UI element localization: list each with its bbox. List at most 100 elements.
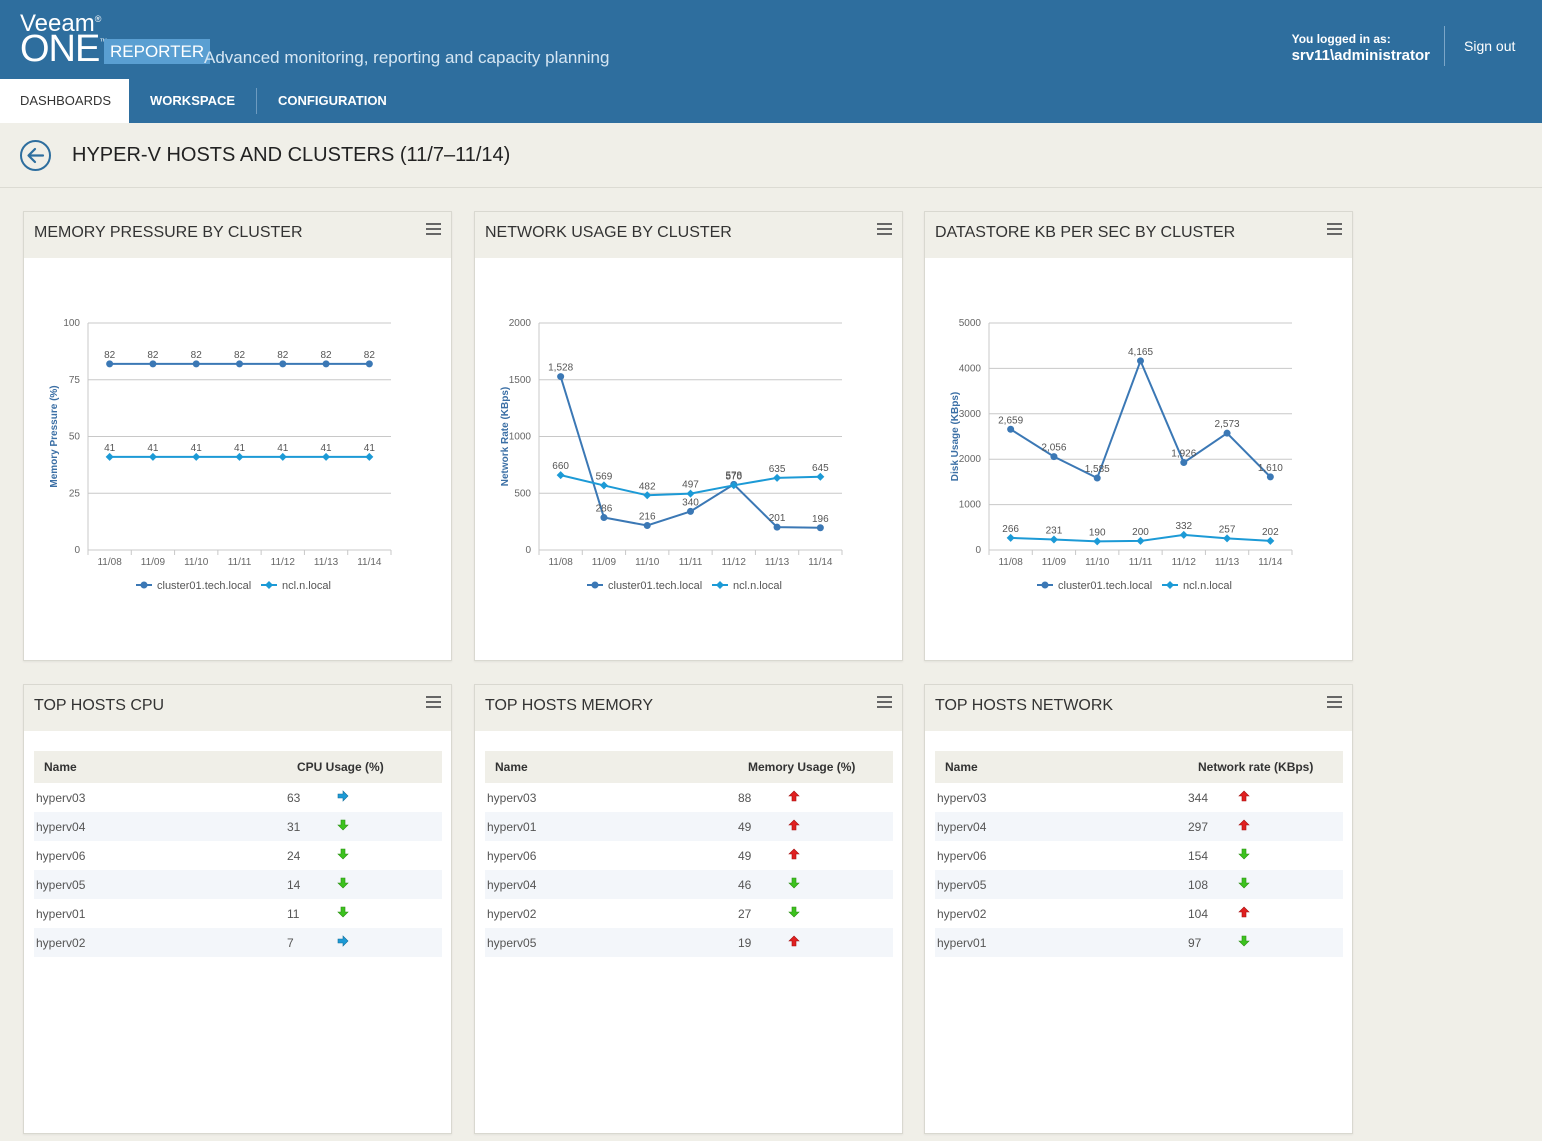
top-hosts-network-table: Name Network rate (KBps) hyperv03 344 hyperv… xyxy=(935,751,1343,957)
legend-label: ncl.n.local xyxy=(1183,580,1232,592)
x-tick-label: 11/09 xyxy=(592,557,617,568)
datastore-panel: DATASTORE KB PER SEC BY CLUSTER 0 1000 200… xyxy=(924,211,1353,661)
data-point xyxy=(1049,535,1058,544)
y-tick-label: 500 xyxy=(514,488,531,499)
trend-indicator xyxy=(788,928,893,957)
hamburger-menu-icon[interactable] xyxy=(426,696,441,708)
table-row[interactable]: hyperv05 108 xyxy=(935,870,1343,899)
data-label: 82 xyxy=(191,350,203,361)
data-point xyxy=(643,521,651,529)
data-label: 41 xyxy=(147,443,159,454)
data-point xyxy=(1266,473,1274,481)
table-row[interactable]: hyperv02 7 xyxy=(34,928,442,957)
host-name: hyperv02 xyxy=(487,906,537,921)
hamburger-menu-icon[interactable] xyxy=(1327,223,1342,235)
host-name: hyperv01 xyxy=(485,812,738,841)
memory-pressure-chart: 0 25 50 75 100 11/08 11/09 11/10 11/11 11/12 11/13… xyxy=(49,318,392,592)
y-tick-label: 100 xyxy=(63,318,80,329)
y-tick-label: 4000 xyxy=(959,363,982,374)
y-tick-label: 0 xyxy=(975,545,981,556)
x-tick-label: 11/14 xyxy=(808,557,833,568)
data-label: 82 xyxy=(277,350,289,361)
table-row[interactable]: hyperv01 97 xyxy=(935,928,1343,957)
column-header-name: Name xyxy=(485,751,738,783)
host-name: hyperv03 xyxy=(36,790,86,805)
hamburger-menu-icon[interactable] xyxy=(1327,696,1342,708)
table-row[interactable]: hyperv06 154 xyxy=(935,841,1343,870)
data-label: 1,610 xyxy=(1258,463,1283,474)
table-row[interactable]: hyperv03 88 xyxy=(485,783,893,812)
table-row[interactable]: hyperv04 46 xyxy=(485,870,893,899)
trend-down-arrow-icon xyxy=(1238,877,1250,889)
host-value: 49 xyxy=(738,812,788,841)
legend-label: cluster01.tech.local xyxy=(1058,580,1152,592)
sign-out-link[interactable]: Sign out xyxy=(1464,38,1516,54)
back-button[interactable] xyxy=(20,140,51,171)
table-row[interactable]: hyperv01 49 xyxy=(485,812,893,841)
tab-dashboards[interactable]: DASHBOARDS xyxy=(0,79,130,123)
y-tick-label: 3000 xyxy=(959,409,982,420)
data-label: 82 xyxy=(147,350,159,361)
host-name: hyperv04 xyxy=(935,812,1188,841)
host-value: 11 xyxy=(287,906,300,921)
host-value: 88 xyxy=(738,790,752,805)
data-label: 82 xyxy=(104,350,116,361)
data-point xyxy=(192,452,201,461)
data-point xyxy=(322,360,330,368)
table-row[interactable]: hyperv05 14 xyxy=(34,870,442,899)
table-row[interactable]: hyperv02 104 xyxy=(935,899,1343,928)
host-value: 104 xyxy=(1188,906,1209,921)
data-label: 1,926 xyxy=(1171,449,1196,460)
legend-label: ncl.n.local xyxy=(282,580,331,592)
table-row[interactable]: hyperv03 344 xyxy=(935,783,1343,812)
x-tick-label: 11/08 xyxy=(97,557,122,568)
top-hosts-memory-panel: TOP HOSTS MEMORY Name Memory Usage (%) hyp… xyxy=(474,684,903,1134)
trend-indicator xyxy=(337,899,442,928)
x-tick-label: 11/13 xyxy=(314,557,339,568)
data-point xyxy=(236,360,243,368)
table-row[interactable]: hyperv06 49 xyxy=(485,841,893,870)
data-point xyxy=(600,514,608,522)
panel-header: TOP HOSTS NETWORK xyxy=(925,685,1352,731)
legend-swatch-marker xyxy=(265,581,273,589)
hamburger-menu-icon[interactable] xyxy=(877,223,892,235)
hamburger-menu-icon[interactable] xyxy=(426,223,441,235)
table-row[interactable]: hyperv01 11 xyxy=(34,899,442,928)
x-tick-label: 11/10 xyxy=(1085,557,1110,568)
table-row[interactable]: hyperv04 297 xyxy=(935,812,1343,841)
x-tick-label: 11/09 xyxy=(141,557,166,568)
data-point xyxy=(599,481,608,490)
data-label: 41 xyxy=(234,443,246,454)
table-row[interactable]: hyperv03 63 xyxy=(34,783,442,812)
data-point xyxy=(1007,425,1015,433)
table-row[interactable]: hyperv02 27 xyxy=(485,899,893,928)
trend-indicator xyxy=(337,841,442,870)
legend-label: cluster01.tech.local xyxy=(608,580,702,592)
trend-indicator xyxy=(1238,841,1343,870)
data-label: 41 xyxy=(277,443,289,454)
trend-up-arrow-icon xyxy=(788,848,800,860)
tab-configuration[interactable]: CONFIGURATION xyxy=(278,93,387,108)
x-tick-label: 11/10 xyxy=(635,557,660,568)
hamburger-menu-icon[interactable] xyxy=(877,696,892,708)
table-row[interactable]: hyperv06 24 xyxy=(34,841,442,870)
data-label: 482 xyxy=(639,481,656,492)
legend-swatch-marker xyxy=(1041,581,1049,589)
x-tick-label: 11/14 xyxy=(1258,557,1283,568)
data-label: 41 xyxy=(364,443,376,454)
tab-divider xyxy=(256,88,258,114)
tab-workspace[interactable]: WORKSPACE xyxy=(150,93,236,108)
host-value: 63 xyxy=(287,790,301,805)
data-label: 340 xyxy=(682,497,699,508)
column-header-value: Network rate (KBps) xyxy=(1188,751,1343,783)
trend-indicator xyxy=(337,812,442,841)
trend-up-arrow-icon xyxy=(1238,906,1250,918)
data-label: 82 xyxy=(234,350,246,361)
host-value: 31 xyxy=(287,812,337,841)
table-row[interactable]: hyperv05 19 xyxy=(485,928,893,957)
top-hosts-cpu-panel: TOP HOSTS CPU Name CPU Usage (%) hyperv03 6… xyxy=(23,684,452,1134)
table-row[interactable]: hyperv04 31 xyxy=(34,812,442,841)
trend-down-arrow-icon xyxy=(337,906,349,918)
data-label: 231 xyxy=(1046,526,1063,537)
host-value: 14 xyxy=(287,870,337,899)
